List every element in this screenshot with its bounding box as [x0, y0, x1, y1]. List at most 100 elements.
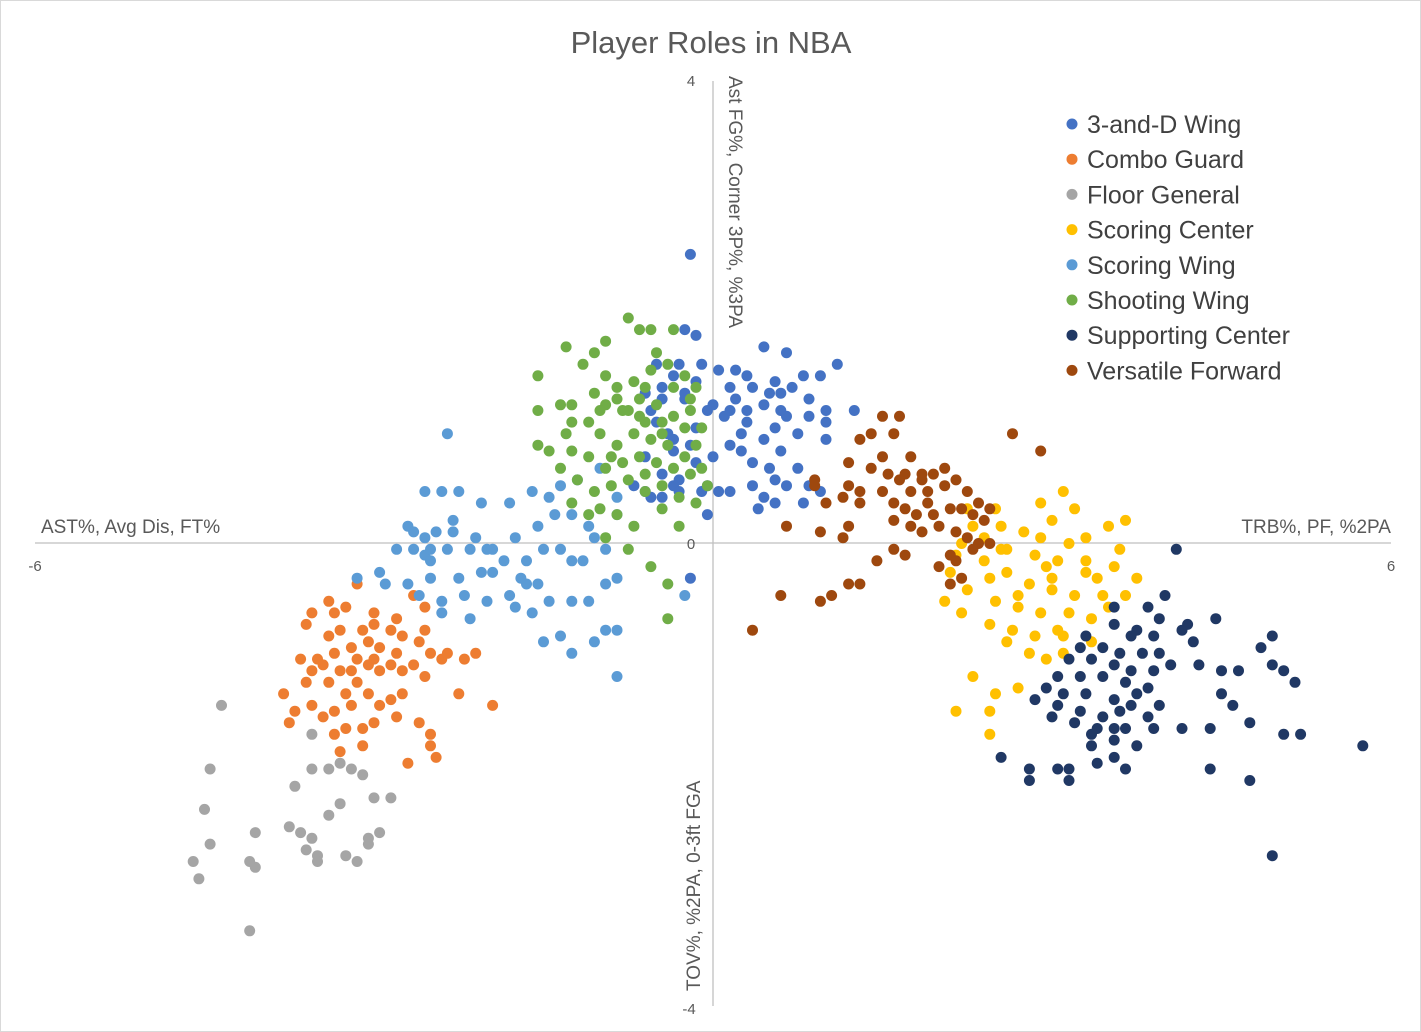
- data-point: [1023, 578, 1035, 590]
- data-point: [662, 613, 674, 625]
- data-point: [244, 856, 256, 867]
- axes: [35, 81, 1391, 1006]
- data-point: [193, 873, 205, 885]
- series-shooting-wing: [532, 312, 713, 625]
- data-point: [323, 763, 335, 775]
- data-point: [385, 659, 397, 671]
- data-point: [374, 566, 386, 578]
- data-point: [831, 358, 843, 370]
- data-point: [1233, 665, 1244, 677]
- data-point: [820, 405, 832, 416]
- data-point: [854, 486, 866, 497]
- data-point: [1108, 561, 1120, 573]
- data-point: [1029, 549, 1041, 561]
- legend-label: Shooting Wing: [1087, 287, 1250, 315]
- data-point: [396, 630, 408, 642]
- data-point: [430, 751, 442, 763]
- data-point: [1108, 659, 1120, 671]
- data-point: [1023, 775, 1035, 786]
- data-point: [583, 595, 595, 607]
- data-point: [566, 497, 578, 509]
- data-point: [1080, 555, 1092, 567]
- data-point: [668, 370, 679, 382]
- data-point: [1097, 590, 1109, 601]
- data-point: [583, 520, 595, 532]
- data-point: [995, 520, 1007, 532]
- data-point: [950, 555, 962, 567]
- data-point: [419, 532, 431, 544]
- data-point: [1159, 590, 1171, 601]
- data-point: [927, 468, 939, 480]
- data-point: [453, 688, 465, 700]
- data-point: [939, 480, 951, 492]
- data-point: [1035, 497, 1047, 509]
- data-point: [600, 624, 612, 636]
- data-point: [1007, 624, 1018, 636]
- data-point: [588, 387, 600, 399]
- legend-label: Scoring Center: [1087, 217, 1254, 245]
- data-point: [769, 497, 781, 509]
- data-point: [509, 532, 521, 544]
- legend-item: 3-and-D Wing: [1066, 111, 1241, 139]
- data-point: [560, 428, 572, 440]
- legend: 3-and-D Wing Combo Guard Floor General Scor…: [1066, 111, 1290, 385]
- data-point: [894, 474, 905, 486]
- data-point: [351, 856, 363, 867]
- data-point: [848, 405, 860, 416]
- data-point: [1108, 723, 1120, 734]
- data-point: [752, 503, 764, 515]
- data-point: [1040, 653, 1052, 665]
- data-point: [481, 543, 493, 555]
- data-point: [1035, 445, 1047, 457]
- data-point: [1204, 763, 1216, 775]
- data-point: [1142, 682, 1154, 694]
- data-point: [425, 728, 436, 740]
- data-point: [1114, 543, 1126, 555]
- data-point: [639, 486, 651, 497]
- data-point: [543, 595, 555, 607]
- data-point: [973, 497, 984, 509]
- data-point: [357, 624, 369, 636]
- data-point: [470, 647, 482, 659]
- data-point: [199, 803, 210, 815]
- data-point: [600, 462, 612, 474]
- data-point: [300, 618, 312, 630]
- data-point: [877, 410, 888, 422]
- data-point: [690, 381, 702, 393]
- data-point: [990, 595, 1001, 607]
- data-point: [950, 705, 962, 717]
- series-floor-general: [187, 699, 397, 937]
- data-point: [978, 555, 990, 567]
- data-point: [690, 329, 702, 341]
- data-point: [1176, 723, 1188, 734]
- data-point: [419, 486, 431, 497]
- data-point: [340, 850, 352, 862]
- data-point: [555, 630, 566, 642]
- legend-label: Floor General: [1087, 181, 1240, 209]
- data-point: [634, 393, 645, 405]
- data-point: [413, 590, 425, 601]
- x-tick-zero: 0: [687, 536, 695, 553]
- data-point: [504, 497, 516, 509]
- data-point: [374, 699, 386, 711]
- legend-marker: [1066, 224, 1078, 236]
- data-point: [396, 665, 408, 677]
- data-point: [956, 572, 968, 584]
- legend-label: Combo Guard: [1087, 146, 1244, 174]
- data-point: [1063, 607, 1075, 619]
- data-point: [769, 376, 781, 388]
- data-point: [357, 740, 369, 752]
- data-point: [622, 474, 634, 486]
- data-point: [345, 642, 357, 654]
- data-point: [611, 439, 623, 451]
- x-neg-axis-label: AST%, Avg Dis, FT%: [41, 517, 220, 538]
- legend-marker: [1066, 118, 1078, 130]
- data-point: [854, 433, 866, 445]
- data-point: [1170, 543, 1182, 555]
- data-point: [391, 647, 403, 659]
- data-point: [1131, 740, 1143, 752]
- data-point: [1227, 699, 1239, 711]
- data-point: [611, 491, 623, 503]
- data-point: [865, 428, 877, 440]
- data-point: [922, 486, 934, 497]
